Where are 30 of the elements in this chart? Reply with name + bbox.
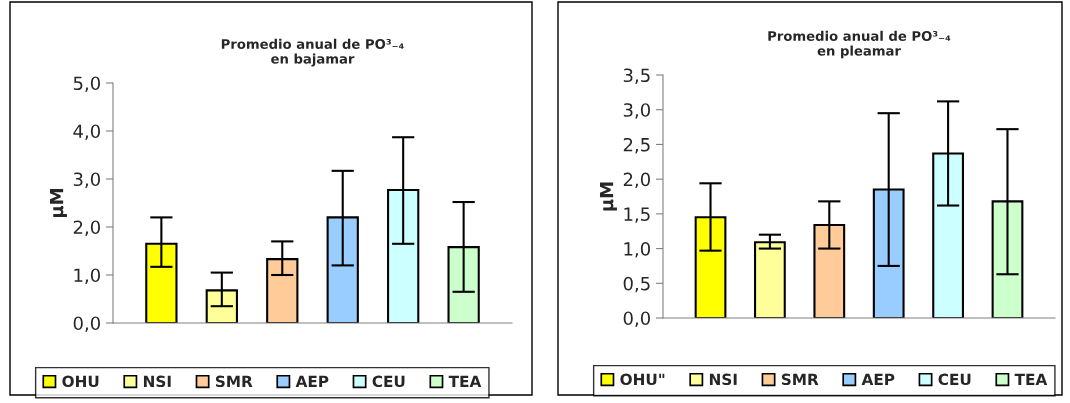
y-tick-label: 3,0 bbox=[73, 172, 100, 188]
legend-label: AEP bbox=[861, 373, 895, 385]
y-tick-label: 3,5 bbox=[623, 68, 650, 84]
y-tick-label: 2,0 bbox=[623, 172, 650, 189]
legend-label: AEP bbox=[295, 375, 329, 387]
y-tick-label: 3,0 bbox=[623, 103, 650, 119]
y-tick-label: 1,5 bbox=[624, 207, 650, 223]
y-tick-label: 0,5 bbox=[623, 276, 650, 293]
y-tick-label: 2,5 bbox=[623, 137, 650, 154]
y-tick-label: 2,0 bbox=[73, 220, 100, 236]
y-axis-title: µM bbox=[599, 182, 617, 211]
legend-label: TEA bbox=[1014, 373, 1048, 385]
legend-label: CEU bbox=[372, 375, 405, 388]
y-tick-label: 1,0 bbox=[624, 242, 650, 258]
legend-label: OHU" bbox=[620, 373, 665, 386]
legend-label: TEA bbox=[448, 375, 482, 387]
legend-label: SMR bbox=[215, 375, 253, 388]
legend-label: NSI bbox=[143, 375, 171, 388]
y-tick-label: 5,0 bbox=[73, 76, 100, 92]
y-axis-title: µM bbox=[49, 189, 67, 218]
y-tick-label: 0,0 bbox=[73, 316, 100, 332]
legend-label: SMR bbox=[781, 373, 819, 386]
chart-title: Promedio anual de PO³₋₄ en bajamar bbox=[221, 38, 404, 67]
legend-label: NSI bbox=[709, 373, 737, 386]
legend-label: CEU bbox=[938, 373, 971, 386]
y-tick-label: 0,0 bbox=[623, 311, 650, 327]
legend-label: OHU bbox=[62, 375, 99, 388]
y-tick-label: 1,0 bbox=[74, 268, 100, 284]
chart-title: Promedio anual de PO³₋₄ en pleamar bbox=[768, 30, 951, 59]
y-tick-label: 4,0 bbox=[73, 124, 100, 140]
